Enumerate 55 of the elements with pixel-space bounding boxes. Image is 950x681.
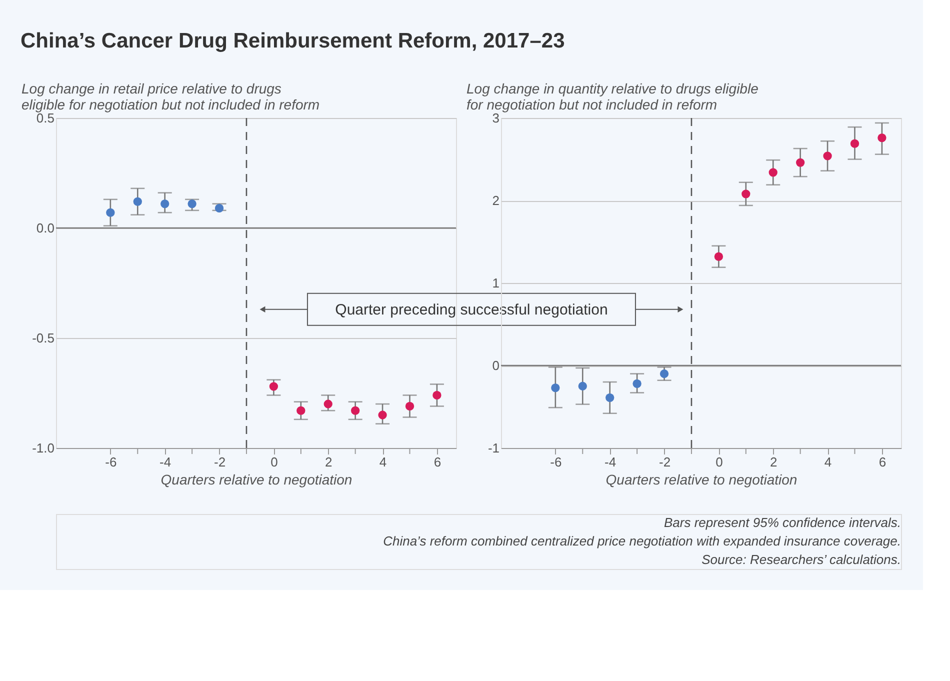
point [405,402,414,411]
point [632,379,642,388]
y-tick-label: -1 [488,440,500,456]
point [768,168,778,177]
point [432,390,442,400]
x-tick-label: -4 [160,454,172,470]
x-tick-label: 2 [324,454,332,470]
x-tick-label: -6 [105,454,117,470]
point [133,197,142,206]
x-tick-label: 0 [270,454,278,470]
point [714,252,724,261]
point [742,190,750,198]
point [350,406,360,415]
annotation: Quarter preceding successful negotiation [335,301,608,318]
text: Bars represent 95% confidence intervals. [664,515,901,530]
point [878,133,886,142]
x-tick-label: 4 [824,454,832,470]
source-note: Source: Researchers’ calculations. [702,552,901,567]
point [578,382,587,390]
point [551,383,560,392]
y-tick-label: -1.0 [32,440,54,456]
x-tick-label: -2 [214,454,226,470]
chart-title: China’s Cancer Drug Reimbursement Reform, 2017–23 [20,30,565,52]
point [660,369,669,378]
point [188,199,196,208]
y-tick-label: 3 [492,110,500,126]
point [269,382,278,391]
x-axis-title: Quarters relative to negotiation [160,472,352,488]
y-axis-title: Log change in quantity relative to drugs eligible for negotiation but not included in reform [466,80,759,112]
point [106,208,115,217]
x-axis-title: Quarters relative to negotiation [606,472,798,488]
y-axis-title: Log change in retail price relative to drugs eligible for negotiation but not included in reform [22,80,320,112]
x-tick-label: 6 [434,454,442,470]
y-tick-label: 2 [492,193,500,208]
y-tick-label: 0 [492,358,500,373]
point [850,139,860,148]
point [823,152,832,160]
point [378,410,387,420]
point [296,406,306,415]
y-tick-label: -0.5 [32,330,54,346]
x-tick-label: 0 [716,454,723,470]
x-tick-label: 4 [379,454,387,470]
text: China’s reform combined centralized price negotiation with expanded insurance coverage. [383,534,901,548]
point [606,393,614,402]
x-tick-label: -6 [550,454,562,470]
point [324,400,332,408]
x-tick-label: 2 [770,454,778,470]
x-tick-label: -4 [604,454,616,470]
point [160,199,170,208]
y-tick-label: 1 [492,276,500,290]
point [796,158,805,167]
y-tick-label: 0.0 [36,220,54,236]
point [214,204,224,213]
x-tick-label: 6 [878,454,886,470]
x-tick-label: -2 [658,454,671,470]
